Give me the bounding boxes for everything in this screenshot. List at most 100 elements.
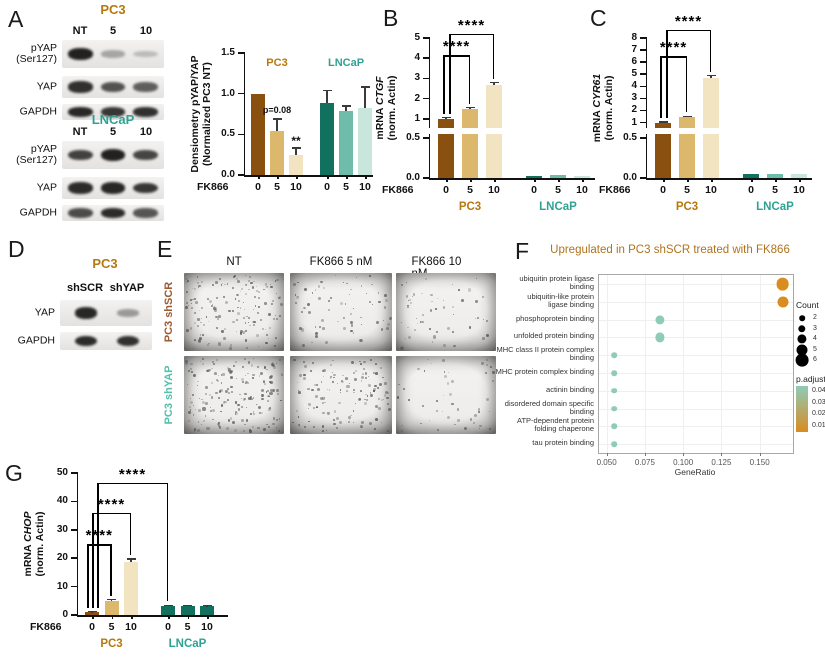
cell-speckle xyxy=(363,360,366,364)
y-tick xyxy=(640,177,647,179)
x-tick-label: 0 xyxy=(748,184,754,196)
cell-speckle xyxy=(306,303,310,307)
cell-speckle xyxy=(235,412,239,416)
cell-speckle xyxy=(243,308,246,311)
cell-speckle xyxy=(307,407,309,409)
cell-speckle xyxy=(407,398,410,401)
cell-speckle xyxy=(486,333,490,337)
protein-band xyxy=(68,182,93,194)
cell-speckle xyxy=(252,323,256,327)
error-bar-cap xyxy=(107,598,116,601)
cell-speckle xyxy=(380,421,383,423)
padjust-legend-label: 0.01 xyxy=(812,421,825,429)
y-tick-label: 40 xyxy=(56,495,68,507)
cell-speckle xyxy=(342,316,345,319)
cell-speckle xyxy=(209,410,212,412)
cell-speckle xyxy=(240,330,244,333)
cell-speckle xyxy=(231,309,235,313)
cell-speckle xyxy=(249,413,253,416)
cell-speckle xyxy=(442,305,446,309)
y-tick xyxy=(640,49,647,51)
group-label: PC3 xyxy=(100,638,123,650)
cell-speckle xyxy=(274,314,277,317)
cell-speckle xyxy=(326,430,328,432)
cell-speckle xyxy=(329,375,333,379)
cell-speckle xyxy=(295,301,298,304)
cell-speckle xyxy=(403,388,406,391)
protein-band xyxy=(100,208,126,218)
count-legend-title: Count xyxy=(796,300,819,310)
cell-speckle xyxy=(419,320,422,323)
cell-speckle xyxy=(427,358,429,360)
cell-speckle xyxy=(237,306,239,309)
cell-speckle xyxy=(248,275,251,278)
cell-speckle xyxy=(340,380,344,384)
cell-speckle xyxy=(404,337,407,340)
cell-speckle xyxy=(194,339,197,342)
cell-speckle xyxy=(205,316,208,319)
cell-speckle xyxy=(245,330,248,333)
y-tick-label: 50 xyxy=(56,467,68,478)
cell-speckle xyxy=(210,305,213,308)
cell-speckle xyxy=(193,347,195,349)
cell-speckle xyxy=(359,339,363,342)
cell-speckle xyxy=(313,425,316,428)
sig-bracket xyxy=(666,29,711,32)
cell-speckle xyxy=(217,342,222,346)
x-tick xyxy=(187,615,189,619)
cell-speckle xyxy=(461,298,464,302)
cell-speckle xyxy=(452,305,455,308)
y-axis xyxy=(243,53,245,175)
y-tick-label: 2 xyxy=(414,92,420,104)
cell-speckle xyxy=(388,408,391,411)
y-tick-label: 2 xyxy=(631,104,637,116)
cell-speckle xyxy=(336,416,339,420)
y-tick-label: 1.0 xyxy=(221,87,235,99)
cell-speckle xyxy=(401,424,403,426)
x-tick xyxy=(775,178,777,182)
cell-speckle xyxy=(221,330,224,333)
bar xyxy=(655,122,671,128)
cell-speckle xyxy=(218,426,221,429)
bar xyxy=(679,117,695,128)
cell-speckle xyxy=(298,391,301,394)
cell-speckle xyxy=(198,338,202,342)
cell-speckle xyxy=(338,420,342,424)
cell-speckle xyxy=(301,310,304,313)
cell-speckle xyxy=(362,373,364,375)
blot-row-label: YAP xyxy=(36,80,57,93)
cell-speckle xyxy=(267,426,270,429)
micrograph-image xyxy=(184,273,284,351)
cell-speckle xyxy=(207,344,209,347)
cell-speckle xyxy=(360,425,363,428)
pc3-title-d: PC3 xyxy=(92,256,118,271)
cell-speckle xyxy=(261,389,264,392)
y-tick xyxy=(71,557,78,559)
error-bar-cap xyxy=(706,74,716,77)
cell-speckle xyxy=(330,296,333,299)
cell-speckle xyxy=(372,389,375,392)
cell-speckle xyxy=(446,382,450,385)
cell-speckle xyxy=(203,323,206,326)
gridline xyxy=(599,408,793,410)
cell-speckle xyxy=(369,392,372,394)
cell-speckle xyxy=(215,315,218,319)
cell-speckle xyxy=(374,372,378,375)
cell-speckle xyxy=(255,334,259,337)
go-term-dot xyxy=(611,370,618,376)
protein-band xyxy=(68,208,93,218)
cell-speckle xyxy=(371,283,373,286)
cell-speckle xyxy=(486,319,488,322)
cell-speckle xyxy=(409,301,413,305)
x-axis-title: GeneRatio xyxy=(674,467,716,477)
error-bar-cap xyxy=(441,116,451,119)
cell-speckle xyxy=(442,299,445,302)
cell-speckle xyxy=(240,378,244,382)
bar xyxy=(486,134,502,178)
y-tick xyxy=(423,137,430,139)
padjust-legend-label: 0.02 xyxy=(812,410,825,417)
cell-speckle xyxy=(380,367,382,369)
cell-speckle xyxy=(314,326,317,328)
cell-speckle xyxy=(449,392,453,396)
cell-speckle xyxy=(298,423,301,426)
